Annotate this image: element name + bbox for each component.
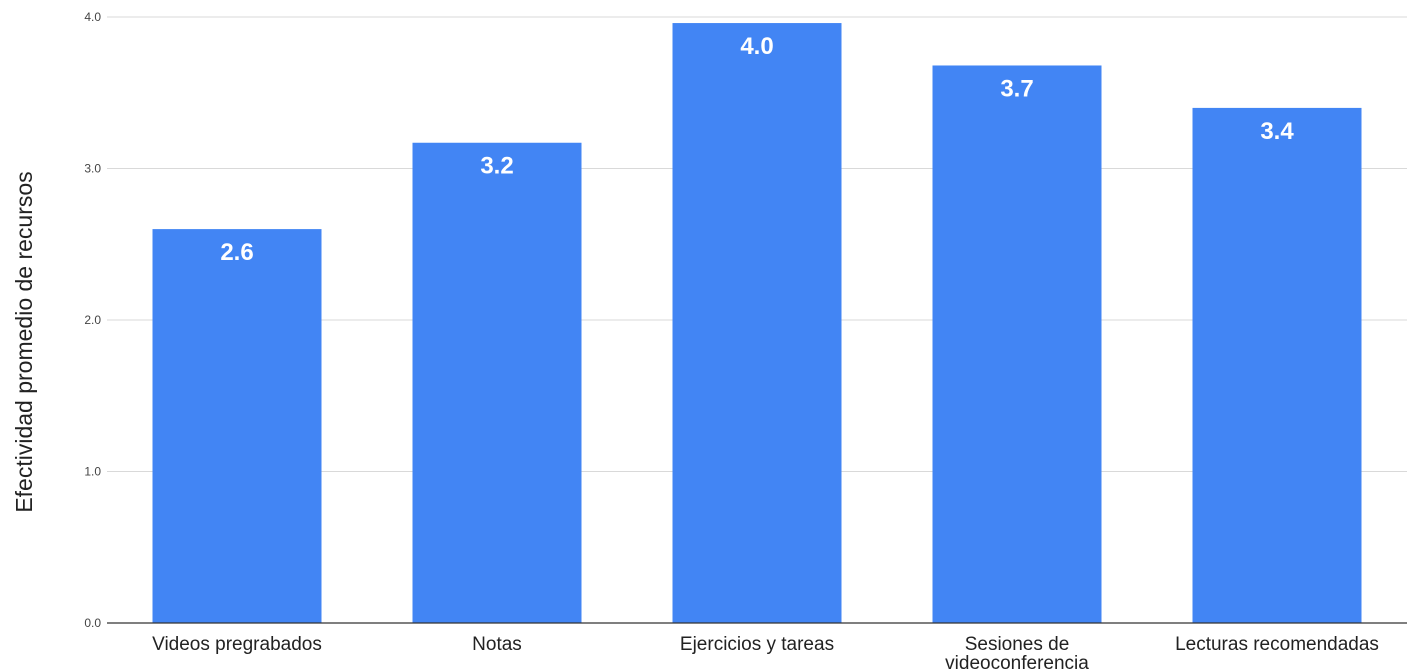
y-tick-label: 2.0: [84, 313, 101, 327]
bar: [152, 229, 322, 623]
y-tick-label: 4.0: [84, 10, 101, 24]
data-label: 2.6: [220, 239, 253, 266]
bars: [152, 23, 1362, 624]
x-tick-label: Lecturas recomendadas: [1175, 634, 1379, 655]
bar: [932, 65, 1102, 624]
x-tick-label: Videos pregrabados: [152, 634, 322, 655]
x-tick-label: Ejercicios y tareas: [680, 634, 834, 655]
bar: [412, 142, 582, 623]
x-axis-labels: Videos pregrabados Notas Ejercicios y tare…: [152, 634, 1379, 672]
x-tick-label: Notas: [472, 634, 522, 655]
y-tick-label: 3.0: [84, 162, 101, 176]
bar: [672, 23, 842, 624]
data-label: 3.7: [1000, 75, 1033, 102]
y-axis-ticks: 0.0 1.0 2.0 3.0 4.0: [84, 10, 101, 630]
data-label: 3.2: [480, 153, 513, 180]
bar: [1192, 107, 1362, 623]
x-tick-label: videoconferencia: [945, 653, 1089, 672]
y-tick-label: 1.0: [84, 465, 101, 479]
y-axis-title: Efectividad promedio de recursos: [11, 171, 37, 512]
data-label: 4.0: [740, 33, 773, 60]
y-tick-label: 0.0: [84, 616, 101, 630]
data-label: 3.4: [1260, 118, 1294, 145]
data-labels: 2.6 3.2 4.0 3.7 3.4: [220, 33, 1294, 266]
x-tick-label: Sesiones de: [965, 634, 1070, 655]
